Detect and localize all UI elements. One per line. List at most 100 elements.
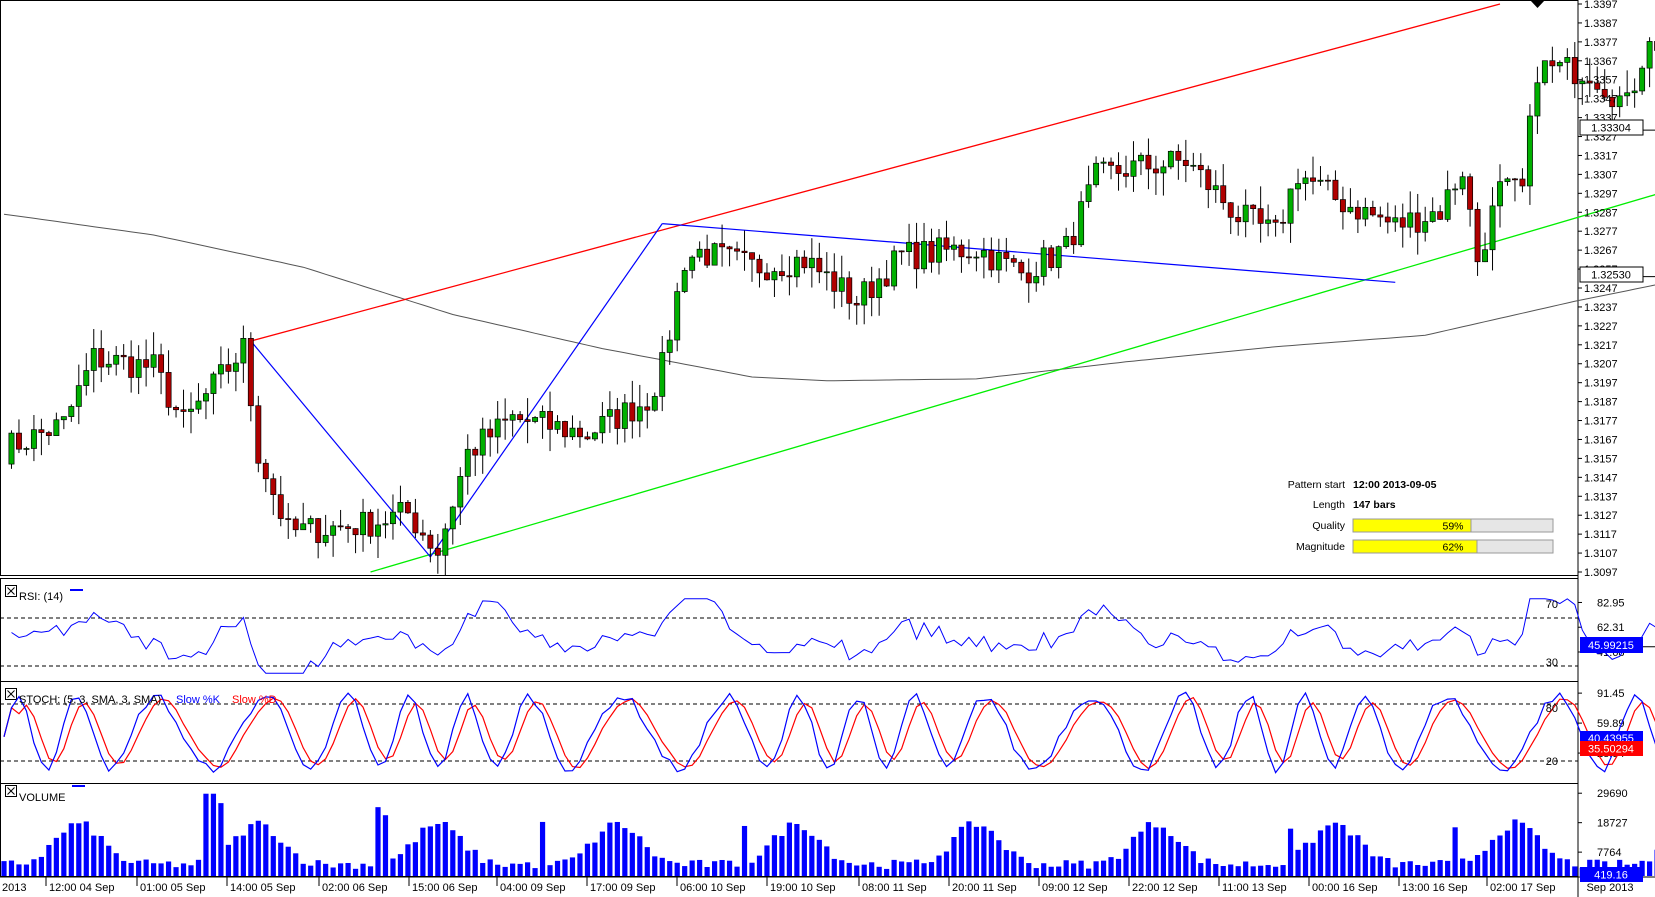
candle — [1310, 156, 1316, 195]
volume-bar — [1287, 828, 1294, 876]
volume-bar — [1295, 849, 1301, 876]
volume-bar — [1430, 861, 1436, 876]
candle-body — [1586, 80, 1593, 84]
candle — [397, 485, 404, 526]
candle — [128, 340, 135, 393]
candle-body — [240, 338, 247, 364]
candle-body — [217, 364, 224, 375]
volume-bar — [31, 859, 37, 876]
candle — [606, 391, 613, 433]
candle-body — [494, 418, 501, 438]
candle — [704, 234, 711, 269]
candle — [419, 519, 426, 541]
candle-body — [345, 526, 352, 529]
volume-tick-label: 7764 — [1597, 847, 1621, 859]
volume-bar — [1258, 865, 1264, 876]
volume-bar — [136, 860, 142, 876]
volume-bar — [659, 857, 665, 876]
candle-body — [1639, 67, 1646, 92]
candle-body — [285, 518, 292, 520]
candle-body — [1063, 235, 1070, 248]
candle-body — [1519, 178, 1526, 187]
candle — [1003, 237, 1010, 272]
volume-bar — [1145, 822, 1152, 876]
volume-bar — [1497, 835, 1503, 876]
volume-bar — [1452, 827, 1458, 876]
time-tick-label: 20:00 11 Sep — [952, 882, 1017, 894]
candle-body — [659, 352, 666, 397]
candle-body — [8, 432, 15, 465]
candle — [868, 266, 875, 317]
candle — [300, 502, 307, 531]
candle-body — [464, 448, 471, 477]
candle — [1504, 177, 1511, 186]
candle — [494, 401, 501, 454]
time-tick-label: 12:00 04 Sep — [49, 882, 114, 894]
volume-bar — [1071, 863, 1077, 876]
stoch-d-line — [3, 696, 1655, 770]
candle-body — [1018, 261, 1025, 274]
price-tick-label: 1.3307 — [1584, 169, 1618, 181]
price-tick-label: 1.3217 — [1584, 340, 1618, 352]
volume-bar — [480, 862, 486, 876]
volume-bar — [240, 835, 246, 876]
candle-body — [1429, 211, 1436, 222]
close-icon-stroke — [7, 690, 15, 698]
candle — [636, 384, 643, 438]
volume-bar — [510, 863, 516, 876]
candle — [1556, 60, 1563, 73]
last-price-label: 1.33304 — [1591, 123, 1631, 135]
candle — [651, 392, 658, 412]
candle — [1399, 203, 1406, 248]
volume-bar — [233, 836, 239, 876]
candle — [270, 473, 277, 516]
candle — [965, 239, 972, 265]
candle — [1138, 152, 1144, 176]
candle-body — [973, 256, 980, 259]
price-tick-label: 1.3097 — [1584, 567, 1618, 579]
pattern-start-value: 12:00 2013-09-05 — [1353, 479, 1437, 491]
candle-body — [188, 408, 194, 412]
candle — [240, 325, 247, 383]
candle-body — [1138, 154, 1144, 162]
price-tick-label: 1.3167 — [1584, 434, 1618, 446]
candle-body — [1616, 95, 1623, 108]
magnitude-value: 62% — [1442, 542, 1463, 554]
volume-bar — [121, 860, 127, 876]
candle — [53, 412, 60, 436]
candle-body — [614, 409, 621, 429]
volume-bar — [218, 803, 224, 876]
candle — [898, 250, 905, 265]
candle — [1325, 174, 1331, 191]
ma-price-label: 1.32530 — [1591, 270, 1631, 282]
candle — [1257, 186, 1264, 243]
volume-bar — [599, 831, 605, 876]
candle-body — [1504, 178, 1511, 183]
candle-body — [412, 512, 419, 534]
volume-bar — [899, 861, 905, 876]
candle-body — [113, 354, 120, 365]
candle — [16, 419, 22, 454]
candle — [188, 392, 194, 434]
candle-body — [704, 248, 711, 266]
candle — [846, 271, 853, 320]
volume-bar — [315, 860, 321, 876]
candle-body — [1609, 96, 1616, 108]
time-tick-label: Sep 2013 — [1586, 882, 1633, 894]
volume-bar — [98, 835, 104, 876]
time-tick-label: 00:00 16 Sep — [1312, 882, 1377, 894]
volume-bar — [1078, 860, 1084, 876]
candle — [105, 351, 112, 375]
candle-body — [749, 252, 755, 260]
candle-body — [913, 241, 920, 270]
candle-body — [681, 270, 688, 292]
candle-body — [1295, 183, 1301, 190]
candle-body — [1227, 202, 1234, 218]
magnitude-bar-fill — [1352, 539, 1478, 554]
candle-body — [801, 256, 808, 269]
volume-bar — [1198, 863, 1204, 876]
volume-bar — [1332, 822, 1339, 876]
candle — [23, 446, 30, 456]
volume-bar — [83, 821, 89, 876]
